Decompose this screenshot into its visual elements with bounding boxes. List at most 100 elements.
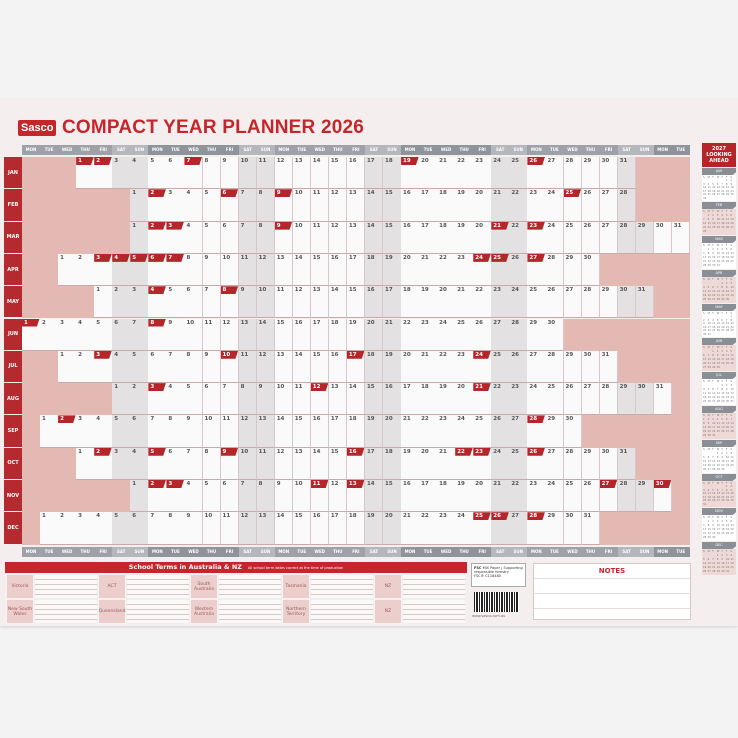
day-cell[interactable]: 11 xyxy=(220,415,240,448)
day-cell[interactable]: 2 xyxy=(76,350,95,384)
day-cell[interactable]: 5 xyxy=(184,383,203,416)
day-cell[interactable]: 14 xyxy=(274,512,294,545)
day-cell[interactable]: 23 xyxy=(455,253,474,287)
day-cell[interactable]: 13 xyxy=(292,157,312,190)
day-cell[interactable]: 26 xyxy=(509,350,528,384)
day-cell[interactable]: 2 xyxy=(76,253,95,287)
day-cell[interactable]: 15 xyxy=(274,318,294,351)
day-cell[interactable]: 19 xyxy=(455,189,474,222)
day-cell[interactable]: 20 xyxy=(364,318,384,351)
day-cell[interactable]: 28 xyxy=(563,157,583,190)
day-cell[interactable]: 13 xyxy=(346,221,366,254)
day-cell[interactable]: 23 xyxy=(437,415,456,448)
day-cell[interactable]: 27 xyxy=(599,189,619,222)
day-cell[interactable]: 1 xyxy=(22,318,41,351)
day-cell[interactable]: 7 xyxy=(238,189,258,222)
day-cell[interactable]: 21 xyxy=(437,447,456,480)
day-cell[interactable]: 22 xyxy=(437,253,456,287)
day-cell[interactable]: 23 xyxy=(527,221,546,254)
day-cell[interactable]: 6 xyxy=(220,189,240,222)
day-cell[interactable]: 5 xyxy=(94,318,113,351)
day-cell[interactable]: 16 xyxy=(328,253,348,287)
day-cell[interactable]: 19 xyxy=(364,512,384,545)
day-cell[interactable]: 26 xyxy=(527,157,546,190)
day-cell[interactable]: 22 xyxy=(419,415,438,448)
day-cell[interactable]: 4 xyxy=(94,512,113,545)
day-cell[interactable]: 16 xyxy=(401,189,420,222)
day-cell[interactable]: 8 xyxy=(184,350,203,384)
day-cell[interactable]: 8 xyxy=(184,253,203,287)
day-cell[interactable]: 23 xyxy=(491,286,510,319)
day-cell[interactable]: 26 xyxy=(581,480,601,513)
day-cell[interactable]: 14 xyxy=(364,221,384,254)
day-cell[interactable]: 19 xyxy=(455,480,474,513)
day-cell[interactable]: 30 xyxy=(653,480,673,513)
day-cell[interactable]: 30 xyxy=(563,415,583,448)
day-cell[interactable]: 18 xyxy=(364,253,384,287)
day-cell[interactable]: 20 xyxy=(401,350,420,384)
day-cell[interactable]: 13 xyxy=(346,189,366,222)
day-cell[interactable]: 2 xyxy=(58,512,77,545)
day-cell[interactable]: 24 xyxy=(509,286,528,319)
day-cell[interactable]: 25 xyxy=(527,286,546,319)
day-cell[interactable]: 28 xyxy=(527,415,546,448)
day-cell[interactable]: 10 xyxy=(274,383,294,416)
day-cell[interactable]: 8 xyxy=(220,286,240,319)
day-cell[interactable]: 30 xyxy=(653,221,673,254)
day-cell[interactable]: 25 xyxy=(491,253,510,287)
day-cell[interactable]: 28 xyxy=(563,447,583,480)
day-cell[interactable]: 24 xyxy=(473,350,492,384)
day-cell[interactable]: 19 xyxy=(455,221,474,254)
day-cell[interactable]: 5 xyxy=(130,350,149,384)
day-cell[interactable]: 5 xyxy=(202,221,222,254)
day-cell[interactable]: 30 xyxy=(617,286,637,319)
day-cell[interactable]: 24 xyxy=(491,447,510,480)
day-cell[interactable]: 15 xyxy=(383,189,402,222)
day-cell[interactable]: 29 xyxy=(581,157,601,190)
day-cell[interactable]: 10 xyxy=(238,157,258,190)
day-cell[interactable]: 11 xyxy=(238,253,258,287)
day-cell[interactable]: 5 xyxy=(148,157,167,190)
day-cell[interactable]: 18 xyxy=(364,350,384,384)
day-cell[interactable]: 1 xyxy=(58,350,77,384)
day-cell[interactable]: 18 xyxy=(437,221,456,254)
day-cell[interactable]: 11 xyxy=(310,480,330,513)
day-cell[interactable]: 14 xyxy=(256,318,276,351)
day-cell[interactable]: 25 xyxy=(491,350,510,384)
day-cell[interactable]: 23 xyxy=(527,189,546,222)
day-cell[interactable]: 20 xyxy=(455,383,474,416)
day-cell[interactable]: 29 xyxy=(545,415,564,448)
day-cell[interactable]: 9 xyxy=(184,512,203,545)
day-cell[interactable]: 13 xyxy=(274,350,294,384)
day-cell[interactable]: 15 xyxy=(364,383,384,416)
day-cell[interactable]: 13 xyxy=(238,318,258,351)
day-cell[interactable]: 31 xyxy=(635,286,655,319)
day-cell[interactable]: 3 xyxy=(148,383,167,416)
day-cell[interactable]: 13 xyxy=(256,512,276,545)
day-cell[interactable]: 6 xyxy=(166,157,185,190)
day-cell[interactable]: 14 xyxy=(364,480,384,513)
day-cell[interactable]: 28 xyxy=(509,318,528,351)
day-cell[interactable]: 6 xyxy=(220,480,240,513)
day-cell[interactable]: 14 xyxy=(310,447,330,480)
day-cell[interactable]: 1 xyxy=(112,383,131,416)
day-cell[interactable]: 26 xyxy=(581,189,601,222)
day-cell[interactable]: 24 xyxy=(455,415,474,448)
day-cell[interactable]: 13 xyxy=(310,286,330,319)
day-cell[interactable]: 29 xyxy=(599,286,619,319)
day-cell[interactable]: 1 xyxy=(76,447,95,480)
day-cell[interactable]: 4 xyxy=(112,350,131,384)
day-cell[interactable]: 3 xyxy=(166,189,185,222)
day-cell[interactable]: 11 xyxy=(274,286,294,319)
day-cell[interactable]: 22 xyxy=(455,157,474,190)
day-cell[interactable]: 5 xyxy=(130,253,149,287)
day-cell[interactable]: 15 xyxy=(310,253,330,287)
day-cell[interactable]: 9 xyxy=(274,480,294,513)
day-cell[interactable]: 21 xyxy=(401,512,420,545)
day-cell[interactable]: 26 xyxy=(563,383,583,416)
day-cell[interactable]: 6 xyxy=(202,383,222,416)
day-cell[interactable]: 16 xyxy=(364,286,384,319)
day-cell[interactable]: 10 xyxy=(238,447,258,480)
day-cell[interactable]: 14 xyxy=(292,350,312,384)
day-cell[interactable]: 18 xyxy=(328,318,348,351)
